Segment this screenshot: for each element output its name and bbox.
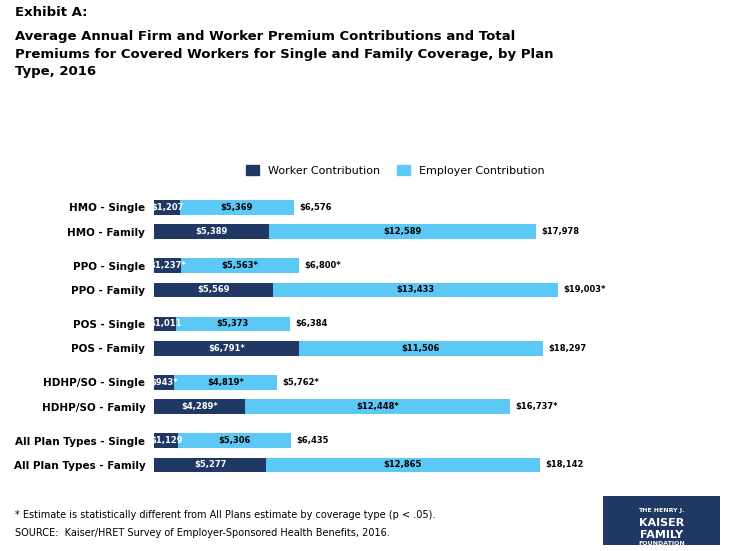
Bar (176, 317, 290, 331)
Bar (154, 283, 273, 297)
Text: THE HENRY J.: THE HENRY J. (638, 508, 685, 514)
Text: SOURCE:  Kaiser/HRET Survey of Employer-Sponsored Health Benefits, 2016.: SOURCE: Kaiser/HRET Survey of Employer-S… (15, 528, 390, 538)
Text: $6,576: $6,576 (299, 203, 331, 212)
Bar (154, 375, 174, 390)
Bar (154, 399, 245, 414)
Text: $4,289*: $4,289* (182, 402, 218, 411)
Text: $1,129: $1,129 (150, 436, 182, 445)
Text: $1,011: $1,011 (148, 320, 182, 328)
Text: $6,791*: $6,791* (208, 344, 245, 353)
Bar (154, 258, 181, 273)
Bar (174, 375, 276, 390)
Bar (298, 341, 543, 355)
Text: $5,563*: $5,563* (221, 261, 258, 270)
Bar (154, 317, 176, 331)
Text: $1,207: $1,207 (151, 203, 183, 212)
Text: $943*: $943* (151, 378, 178, 387)
Text: $5,373: $5,373 (217, 320, 249, 328)
Text: Average Annual Firm and Worker Premium Contributions and Total
Premiums for Cove: Average Annual Firm and Worker Premium C… (15, 30, 553, 78)
Text: $16,737*: $16,737* (515, 402, 558, 411)
Bar (154, 457, 266, 472)
Text: $12,448*: $12,448* (356, 402, 399, 411)
Text: $18,142: $18,142 (545, 460, 584, 469)
Bar (245, 399, 510, 414)
Text: $13,433: $13,433 (396, 285, 434, 294)
Text: $6,435: $6,435 (296, 436, 329, 445)
Bar (154, 433, 179, 448)
Text: $12,865: $12,865 (384, 460, 422, 469)
Text: $17,978: $17,978 (542, 227, 579, 236)
Bar (154, 341, 298, 355)
Text: KAISER: KAISER (639, 518, 684, 528)
Bar (273, 283, 558, 297)
Text: $6,800*: $6,800* (304, 261, 341, 270)
Text: $19,003*: $19,003* (563, 285, 606, 294)
Text: $6,384: $6,384 (295, 320, 328, 328)
Text: $4,819*: $4,819* (207, 378, 244, 387)
Bar (266, 457, 539, 472)
Text: $11,506: $11,506 (401, 344, 440, 353)
Bar (154, 224, 269, 239)
Text: $12,589: $12,589 (384, 227, 422, 236)
Legend: Worker Contribution, Employer Contribution: Worker Contribution, Employer Contributi… (246, 165, 545, 176)
Text: $5,277: $5,277 (194, 460, 226, 469)
Bar (154, 200, 180, 215)
Text: FAMILY: FAMILY (640, 530, 683, 539)
Text: $5,306: $5,306 (218, 436, 251, 445)
Text: FOUNDATION: FOUNDATION (638, 541, 685, 545)
Text: * Estimate is statistically different from All Plans estimate by coverage type (: * Estimate is statistically different fr… (15, 510, 435, 520)
Text: $5,762*: $5,762* (282, 378, 319, 387)
Bar (181, 258, 298, 273)
Text: $5,369: $5,369 (220, 203, 253, 212)
Text: Exhibit A:: Exhibit A: (15, 6, 87, 19)
Text: $5,569: $5,569 (197, 285, 230, 294)
Text: $5,389: $5,389 (196, 227, 228, 236)
Bar (180, 200, 294, 215)
Bar (269, 224, 536, 239)
Text: $18,297: $18,297 (548, 344, 587, 353)
Text: $1,237*: $1,237* (149, 261, 186, 270)
Bar (179, 433, 291, 448)
